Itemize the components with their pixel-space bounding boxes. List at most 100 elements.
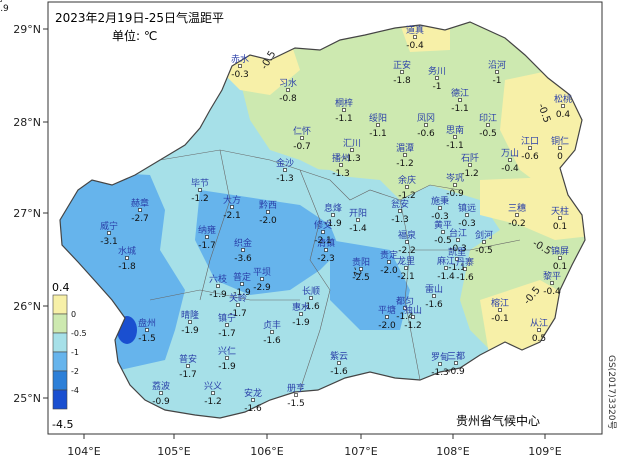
station-dot [241, 248, 245, 252]
lat-tick-26: 26°N [13, 300, 41, 313]
station-value: -1.2 [404, 321, 422, 331]
station-name: 平坝 [253, 267, 271, 278]
station-marker: 平塘 -2.0 [378, 304, 396, 331]
station-value: -1.7 [229, 309, 247, 319]
station-value: -0.6 [521, 152, 539, 162]
station-value: -1.3 [332, 169, 350, 179]
station-name: 六枝 [209, 273, 227, 285]
station-marker: 兴仁 -1.9 [218, 345, 236, 372]
station-marker: 织金 -3.6 [234, 237, 252, 264]
station-value: 0 [557, 152, 563, 162]
station-value: -1.7 [218, 329, 236, 339]
station-name: 万山 [501, 148, 519, 159]
station-dot [342, 108, 346, 112]
station-dot [145, 328, 149, 332]
station-marker: 丹寨 -1.6 [456, 256, 474, 283]
station-value: -1.3 [391, 215, 409, 225]
station-value: -0.2 [508, 219, 526, 229]
station-value: -1 [493, 76, 502, 86]
station-marker: 湄潭 -1.2 [396, 143, 414, 169]
station-marker: 毕节 -1.2 [191, 177, 209, 204]
lon-tick-104: 104°E [67, 445, 100, 458]
station-name: 纳雍 [198, 224, 216, 236]
station-name: 习水 [279, 77, 297, 89]
station-name: 湄潭 [396, 143, 414, 154]
legend-break-label: -4 [71, 386, 79, 395]
station-value: -1 [433, 82, 442, 92]
station-name: 紫云 [330, 351, 348, 362]
station-name: 榕江 [491, 297, 509, 309]
station-value: -1.2 [396, 159, 414, 169]
station-marker: 正安 -1.8 [393, 59, 411, 86]
station-name: 汇川 [343, 138, 361, 149]
station-dot [444, 266, 448, 270]
station-marker: 福泉 -2.2 [398, 229, 416, 256]
station-dot [107, 231, 111, 235]
station-value: -0.9 [446, 189, 464, 199]
lat-tick-27: 27°N [13, 207, 41, 220]
station-marker: 修文 -2.1 [314, 219, 332, 246]
station-value: -0.9 [447, 367, 465, 377]
station-marker: 贞丰 -1.6 [263, 319, 281, 346]
station-value: -0.7 [293, 142, 311, 152]
station-value: -1.9 [324, 219, 342, 229]
station-dot [441, 230, 445, 234]
map-unit: 单位: ℃ [112, 28, 157, 43]
legend-swatch [52, 332, 68, 353]
station-name: 印江 [479, 112, 497, 124]
station-value: -3.6 [234, 254, 252, 264]
legend-swatch [52, 389, 68, 410]
station-marker: 都匀 -1.4 [396, 295, 414, 322]
station-dot [225, 356, 229, 360]
station-marker: 台江 -0.3 [449, 227, 467, 254]
station-dot [455, 257, 459, 261]
station-dot [205, 235, 209, 239]
station-marker: 施秉 -0.3 [431, 195, 449, 222]
station-dot [159, 391, 163, 395]
station-name: 务川 [428, 65, 446, 77]
legend-top-value: 0.4 [52, 281, 70, 294]
lon-tick-107: 107°E [344, 445, 377, 458]
station-value: -0.5 [475, 246, 493, 256]
lon-axis: 104°E 105°E 106°E 107°E 108°E 109°E [67, 434, 562, 458]
station-value: -0.9 [152, 397, 170, 407]
station-dot [270, 330, 274, 334]
station-value: -1.1 [369, 129, 387, 139]
station-value: -1.1 [451, 104, 469, 114]
station-value: -1.6 [425, 300, 443, 310]
station-value: -1.6 [302, 302, 320, 312]
station-name: 盘州 [138, 317, 156, 329]
station-name: 三穗 [508, 202, 526, 214]
station-value: -2.2 [398, 246, 416, 256]
station-value: -1.3 [343, 154, 361, 164]
station-marker: 荔波 -0.9 [152, 380, 170, 407]
station-value: -0.4 [543, 287, 561, 297]
legend: 0.4 0 -0.5 -1 -2 -4 -4.5 [52, 281, 87, 431]
legend-swatch [52, 370, 68, 391]
station-value: -1.9 [292, 318, 310, 328]
station-dot [198, 188, 202, 192]
station-dot [458, 98, 462, 102]
station-marker: 松桃 0.4 [554, 93, 572, 120]
station-value: -1.7 [179, 370, 197, 380]
station-marker: 天柱 0.1 [551, 205, 569, 232]
station-dot [508, 158, 512, 162]
lat-tick-25: 25°N [13, 392, 41, 405]
station-name: 仁怀 [293, 125, 311, 137]
station-layer: 赤水 -0.3 道真 -0.4 习水 -0.8 正安 -1.8 务川 -1 沿河 -1 松桃 0.4 桐梓 -… [0, 0, 572, 414]
station-marker: 金沙 -1.3 [276, 157, 294, 184]
station-dot [515, 213, 519, 217]
station-marker: 仁怀 -0.7 [293, 125, 311, 152]
station-marker: 从江 0.5 [530, 318, 548, 344]
station-name: 贵阳 [352, 256, 370, 268]
station-dot [324, 248, 328, 252]
station-dot [331, 213, 335, 217]
legend-swatch [52, 294, 68, 315]
station-dot [138, 208, 142, 212]
station-marker: 紫云 -1.6 [330, 351, 348, 377]
station-dot [558, 216, 562, 220]
station-marker: 贵定 -2.0 [380, 249, 398, 276]
station-marker: 雷山 -1.6 [425, 284, 443, 310]
station-marker: 大方 -2.1 [223, 194, 241, 221]
station-dot [337, 361, 341, 365]
